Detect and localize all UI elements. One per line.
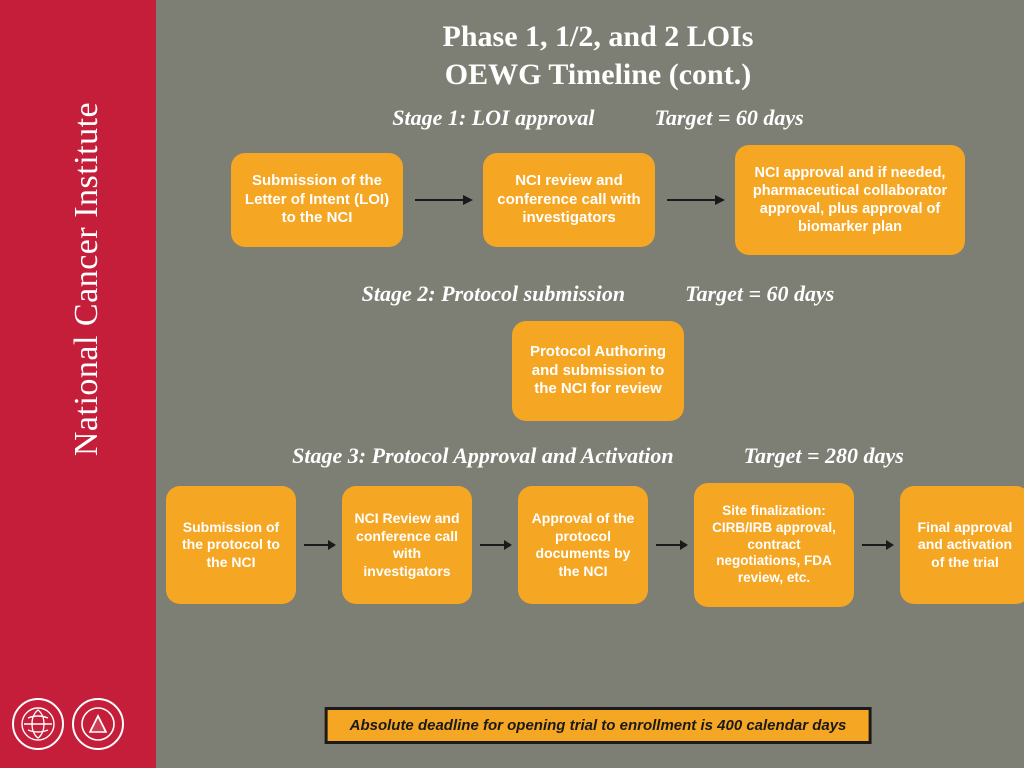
stage3-flow: Submission of the protocol to the NCI NC…	[156, 483, 1024, 607]
org-name: National Cancer Institute	[68, 102, 106, 456]
stage1-label: Stage 1: LOI approval	[392, 105, 594, 131]
stage1-flow: Submission of the Letter of Intent (LOI)…	[156, 145, 1024, 255]
title-line-1: Phase 1, 1/2, and 2 LOIs	[156, 18, 1024, 56]
flow-node: NCI approval and if needed, pharmaceutic…	[735, 145, 965, 255]
arrow-icon	[654, 536, 688, 554]
flow-node: NCI review and conference call with inve…	[483, 153, 655, 247]
flow-node: Site finalization: CIRB/IRB approval, co…	[694, 483, 854, 607]
stage1-header: Stage 1: LOI approval Target = 60 days	[156, 105, 1024, 131]
stage2-flow: Protocol Authoring and submission to the…	[156, 321, 1024, 421]
flow-node: Final approval and activation of the tri…	[900, 486, 1024, 604]
flow-node: NCI Review and conference call with inve…	[342, 486, 472, 604]
flow-node: Protocol Authoring and submission to the…	[512, 321, 684, 421]
arrow-icon	[413, 190, 473, 210]
sidebar-logos	[12, 698, 124, 750]
stage2-target: Target = 60 days	[685, 281, 834, 307]
flow-node: Approval of the protocol documents by th…	[518, 486, 648, 604]
arrow-icon	[478, 536, 512, 554]
nih-logo-icon	[72, 698, 124, 750]
footer-deadline: Absolute deadline for opening trial to e…	[325, 707, 872, 744]
title-line-2: OEWG Timeline (cont.)	[156, 56, 1024, 94]
stage2-header: Stage 2: Protocol submission Target = 60…	[156, 281, 1024, 307]
stage1-target: Target = 60 days	[655, 105, 804, 131]
arrow-icon	[665, 190, 725, 210]
arrow-icon	[302, 536, 336, 554]
flow-node: Submission of the Letter of Intent (LOI)…	[231, 153, 403, 247]
sidebar: National Cancer Institute	[0, 0, 156, 768]
main-content: Phase 1, 1/2, and 2 LOIs OEWG Timeline (…	[156, 0, 1024, 768]
flow-node: Submission of the protocol to the NCI	[166, 486, 296, 604]
stage2-label: Stage 2: Protocol submission	[362, 281, 625, 307]
page-title: Phase 1, 1/2, and 2 LOIs OEWG Timeline (…	[156, 0, 1024, 93]
hhs-logo-icon	[12, 698, 64, 750]
stage3-target: Target = 280 days	[744, 443, 904, 469]
arrow-icon	[860, 536, 894, 554]
stage3-header: Stage 3: Protocol Approval and Activatio…	[156, 443, 1024, 469]
stage3-label: Stage 3: Protocol Approval and Activatio…	[292, 443, 674, 469]
